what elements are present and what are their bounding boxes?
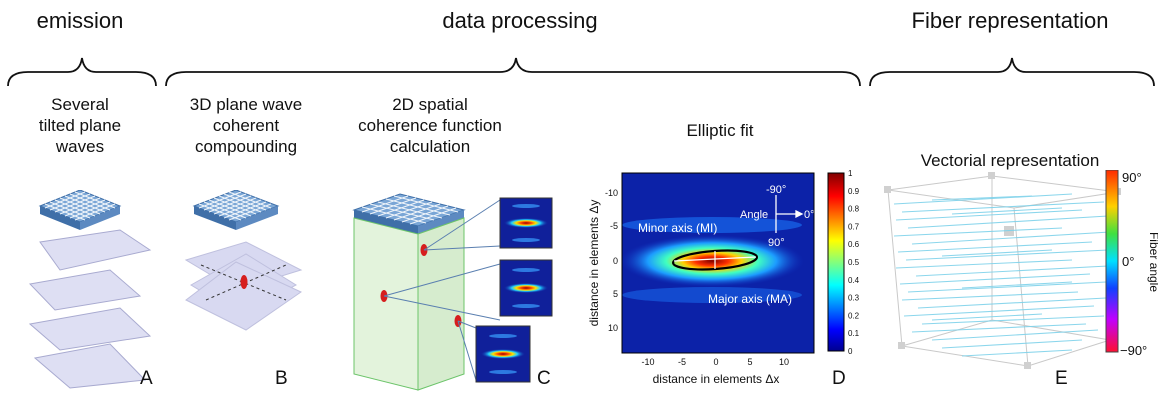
coherence-thumb-2 <box>499 259 553 317</box>
panel-letter-c: C <box>537 368 551 389</box>
major-axis-label: Major axis (MA) <box>708 292 792 306</box>
colorbar-tick-labels: 1 0.9 0.8 0.7 0.6 0.5 0.4 0.3 0.2 0.1 0 <box>848 169 860 356</box>
section-title-emission: emission <box>36 8 124 33</box>
panel-letter-d: D <box>832 368 846 389</box>
probe-a <box>38 190 122 230</box>
box-corner-markers <box>884 172 1121 369</box>
y-tick: 10 <box>608 323 618 333</box>
colorbar-tick: 0.1 <box>848 329 860 338</box>
side-lobe-top <box>622 217 802 233</box>
section-title-fiber-representation: Fiber representation <box>911 8 1109 33</box>
panel-letter-a: A <box>140 368 153 389</box>
x-tick: 5 <box>747 357 752 367</box>
panel-a-illustration <box>28 190 152 389</box>
fitted-ellipse <box>671 249 759 271</box>
brace-data-processing <box>165 57 861 87</box>
y-axis-label: distance in elements Δy <box>587 200 601 327</box>
x-tick: -10 <box>641 357 654 367</box>
colorbar-tick: 0.9 <box>848 187 860 196</box>
y-tick-labels: -10 -5 0 5 10 <box>605 188 618 333</box>
side-lobe-bottom <box>622 287 802 303</box>
colorbar-tick: 0.5 <box>848 258 860 267</box>
section-braces <box>7 57 1155 87</box>
angle-right-label: 0° <box>804 209 815 221</box>
brace-emission <box>7 57 157 87</box>
panel-e-illustration: 90° 0° −90° Fiber angle <box>884 170 1158 369</box>
probe-b <box>192 190 280 230</box>
x-tick: -5 <box>678 357 686 367</box>
panel-letter-b: B <box>275 368 288 389</box>
colorbar-tick: 0.6 <box>848 240 860 249</box>
coherence-thumb-3 <box>475 325 531 383</box>
medium-block <box>353 217 465 391</box>
subtitle-e: Vectorial representation <box>920 151 1100 170</box>
angle-top-label: -90° <box>766 184 786 196</box>
fiber-colorbar-mid: 0° <box>1122 254 1134 269</box>
probe-c <box>352 193 466 234</box>
subtitle-b: 3D plane wave coherent compounding <box>189 95 303 156</box>
panel-b-illustration <box>184 190 303 331</box>
x-tick-labels: -10 -5 0 5 10 <box>641 357 789 367</box>
y-tick: -5 <box>610 221 618 231</box>
focal-point-b <box>240 275 248 289</box>
main-lobe <box>622 235 804 287</box>
fiber-colorbar-top: 90° <box>1122 170 1142 185</box>
section-title-data-processing: data processing <box>442 8 598 33</box>
elliptic-fit-plot: -90° Angle 0° 90° Minor axis (MI) Major … <box>587 169 860 386</box>
fiber-lines <box>893 193 1111 357</box>
colorbar-tick: 0.2 <box>848 311 860 320</box>
angle-label: Angle <box>740 209 768 221</box>
x-tick: 0 <box>713 357 718 367</box>
fiber-colorbar-label: Fiber angle <box>1147 232 1158 292</box>
y-tick: -10 <box>605 188 618 198</box>
coherence-colorbar <box>827 172 845 352</box>
panel-c-illustration <box>352 193 553 391</box>
y-tick: 5 <box>613 289 618 299</box>
coherence-thumb-1 <box>499 197 553 249</box>
colorbar-tick: 0.3 <box>848 294 860 303</box>
colorbar-tick: 0.8 <box>848 205 860 214</box>
brace-fiber-representation <box>869 57 1155 87</box>
x-axis-label: distance in elements Δx <box>653 372 780 386</box>
y-tick: 0 <box>613 256 618 266</box>
subtitle-c: 2D spatial coherence function calculation <box>358 95 502 156</box>
colorbar-tick: 0 <box>848 347 853 356</box>
fiber-angle-colorbar <box>1105 170 1119 353</box>
subtitle-d: Elliptic fit <box>686 121 754 140</box>
colorbar-tick: 1 <box>848 169 853 178</box>
subtitle-a: Several tilted plane waves <box>38 95 122 156</box>
angle-bottom-label: 90° <box>768 237 785 249</box>
fiber-colorbar-bottom: −90° <box>1120 343 1147 358</box>
panel-letter-e: E <box>1055 368 1068 389</box>
tilted-plane-waves <box>28 229 152 389</box>
minor-axis-label: Minor axis (MI) <box>638 221 717 235</box>
angle-indicator <box>775 195 804 233</box>
colorbar-tick: 0.4 <box>848 276 860 285</box>
x-tick: 10 <box>779 357 789 367</box>
colorbar-tick: 0.7 <box>848 222 860 231</box>
